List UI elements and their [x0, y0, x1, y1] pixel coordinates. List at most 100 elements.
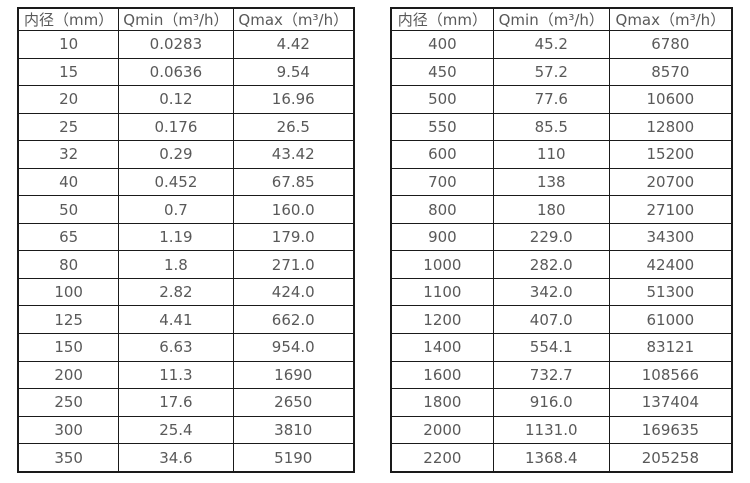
table-cell: 1.19 [118, 222, 234, 252]
table-cell: 4.41 [118, 305, 234, 335]
table-cell: 700 [390, 167, 494, 197]
table-row: 80 1.8 271.0 [17, 250, 355, 279]
table-cell: 25.4 [118, 415, 234, 445]
table-row: 600 110 15200 [390, 140, 733, 169]
table-cell: 0.7 [118, 195, 234, 224]
table-cell: 229.0 [492, 222, 610, 252]
table-cell: 1.8 [118, 250, 234, 279]
table-cell: 85.5 [492, 112, 610, 142]
table-cell: 150 [17, 333, 120, 362]
table-row: 20 0.12 16.96 [17, 85, 355, 114]
table-cell: 108566 [608, 360, 733, 390]
table-row: 450 57.2 8570 [390, 57, 733, 87]
flow-spec-table-small-diameters: 内径（mm） Qmin（m³/h） Qmax（m³/h） 10 0.0283 4.42 15… [17, 7, 355, 473]
table-cell: 1800 [390, 388, 494, 417]
table-cell: 45.2 [492, 30, 610, 59]
table-cell: 9.54 [232, 57, 355, 87]
table-cell: 732.7 [492, 360, 610, 390]
table-cell: 77.6 [492, 85, 610, 114]
table-row: 550 85.5 12800 [390, 112, 733, 142]
table-cell: 954.0 [232, 333, 355, 362]
table-cell: 0.29 [118, 140, 234, 169]
table-cell: 67.85 [232, 167, 355, 197]
table-cell: 0.0636 [118, 57, 234, 87]
table-row: 65 1.19 179.0 [17, 222, 355, 252]
table-cell: 2650 [232, 388, 355, 417]
table-cell: 1131.0 [492, 415, 610, 445]
table-row: 300 25.4 3810 [17, 415, 355, 445]
table-cell: 180 [492, 195, 610, 224]
table-cell: 34.6 [118, 443, 234, 473]
table-cell: 100 [17, 277, 120, 307]
table-row: 150 6.63 954.0 [17, 333, 355, 362]
table-cell: 3810 [232, 415, 355, 445]
table-cell: 160.0 [232, 195, 355, 224]
table-cell: 350 [17, 443, 120, 473]
table-cell: 916.0 [492, 388, 610, 417]
table-row: 400 45.2 6780 [390, 30, 733, 59]
header-row: 内径（mm） Qmin（m³/h） Qmax（m³/h） [17, 7, 355, 31]
table-cell: 250 [17, 388, 120, 417]
table-cell: 10600 [608, 85, 733, 114]
table-cell: 169635 [608, 415, 733, 445]
table-cell: 900 [390, 222, 494, 252]
table-row: 700 138 20700 [390, 167, 733, 197]
table-cell: 10 [17, 30, 120, 59]
table-cell: 6780 [608, 30, 733, 59]
table-cell: 2200 [390, 443, 494, 473]
table-cell: 200 [17, 360, 120, 390]
table-cell: 600 [390, 140, 494, 169]
table-cell: 27100 [608, 195, 733, 224]
table-cell: 1368.4 [492, 443, 610, 473]
table-cell: 0.452 [118, 167, 234, 197]
table-cell: 300 [17, 415, 120, 445]
table-cell: 16.96 [232, 85, 355, 114]
table-row: 10 0.0283 4.42 [17, 30, 355, 59]
table-cell: 0.12 [118, 85, 234, 114]
table-row: 1000 282.0 42400 [390, 250, 733, 279]
table-cell: 110 [492, 140, 610, 169]
table-row: 1800 916.0 137404 [390, 388, 733, 417]
table-cell: 450 [390, 57, 494, 87]
table-cell: 12800 [608, 112, 733, 142]
table-row: 1100 342.0 51300 [390, 277, 733, 307]
table-row: 800 180 27100 [390, 195, 733, 224]
table-cell: 42400 [608, 250, 733, 279]
table-cell: 554.1 [492, 333, 610, 362]
table-cell: 1100 [390, 277, 494, 307]
table-cell: 1000 [390, 250, 494, 279]
table-row: 200 11.3 1690 [17, 360, 355, 390]
table-cell: 61000 [608, 305, 733, 335]
table-cell: 179.0 [232, 222, 355, 252]
column-header: Qmin（m³/h） [118, 7, 234, 31]
table-cell: 125 [17, 305, 120, 335]
table-cell: 50 [17, 195, 120, 224]
table-row: 350 34.6 5190 [17, 443, 355, 473]
table-row: 40 0.452 67.85 [17, 167, 355, 197]
table-cell: 83121 [608, 333, 733, 362]
table-cell: 4.42 [232, 30, 355, 59]
table-cell: 424.0 [232, 277, 355, 307]
table-cell: 17.6 [118, 388, 234, 417]
column-header: Qmax（m³/h） [608, 7, 733, 31]
table-cell: 25 [17, 112, 120, 142]
table-cell: 1690 [232, 360, 355, 390]
table-cell: 5190 [232, 443, 355, 473]
table-cell: 282.0 [492, 250, 610, 279]
column-header: 内径（mm） [17, 7, 120, 31]
table-row: 50 0.7 160.0 [17, 195, 355, 224]
table-cell: 0.0283 [118, 30, 234, 59]
table-cell: 138 [492, 167, 610, 197]
table-cell: 8570 [608, 57, 733, 87]
table-row: 1600 732.7 108566 [390, 360, 733, 390]
table-cell: 15 [17, 57, 120, 87]
table-row: 25 0.176 26.5 [17, 112, 355, 142]
table-row: 125 4.41 662.0 [17, 305, 355, 335]
table-cell: 407.0 [492, 305, 610, 335]
header-row: 内径（mm） Qmin（m³/h） Qmax（m³/h） [390, 7, 733, 31]
flow-spec-table-large-diameters: 内径（mm） Qmin（m³/h） Qmax（m³/h） 400 45.2 6780 450… [390, 7, 733, 473]
table-row: 2200 1368.4 205258 [390, 443, 733, 473]
table-cell: 400 [390, 30, 494, 59]
table-cell: 40 [17, 167, 120, 197]
